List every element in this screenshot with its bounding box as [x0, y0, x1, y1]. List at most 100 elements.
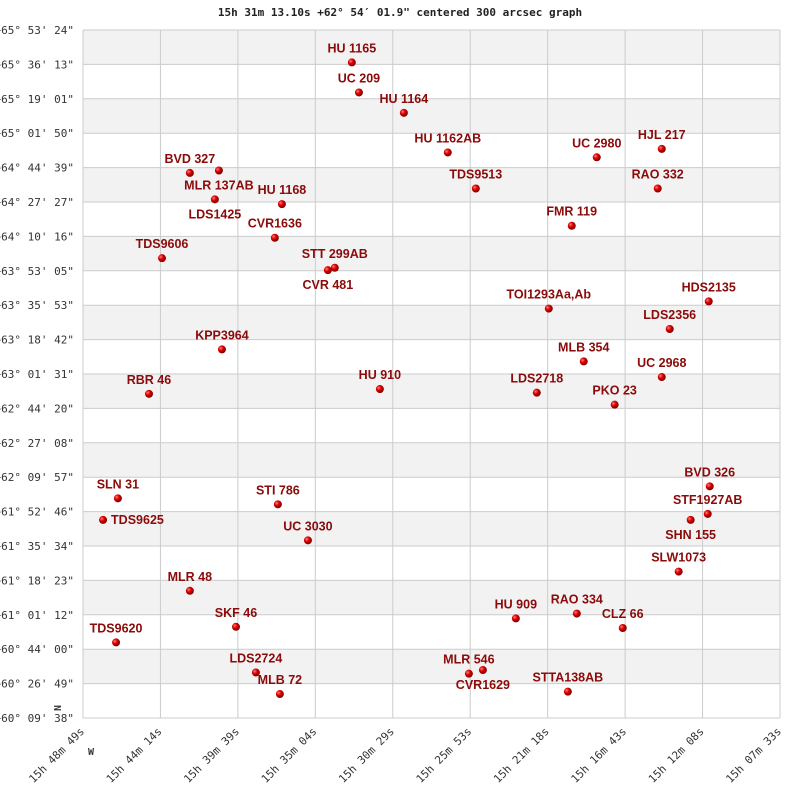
star-marker[interactable] — [347, 58, 356, 67]
star-label: BVD 327 — [164, 152, 215, 166]
star-label: CVR 481 — [302, 278, 353, 292]
star-label: HDS2135 — [682, 280, 736, 294]
x-tick-label: 15h 48m 49s — [26, 725, 87, 786]
star-marker[interactable] — [443, 148, 452, 157]
star-label: LDS2724 — [229, 651, 282, 665]
grid-band — [83, 236, 780, 271]
star-marker[interactable] — [157, 254, 166, 263]
star-marker[interactable] — [592, 153, 601, 162]
star-label: RAO 334 — [551, 593, 603, 607]
star-marker[interactable] — [210, 195, 219, 204]
star-marker[interactable] — [251, 668, 260, 677]
star-marker[interactable] — [686, 515, 695, 524]
star-label: MLB 72 — [258, 673, 303, 687]
star-marker[interactable] — [231, 622, 240, 631]
star-label: HU 1162AB — [414, 131, 481, 145]
y-tick-label: +60° 09' 38" — [0, 712, 74, 725]
y-tick-label: +65° 53' 24" — [0, 24, 74, 37]
star-marker[interactable] — [303, 536, 312, 545]
star-label: BVD 326 — [684, 465, 735, 479]
star-label: SLW1073 — [651, 551, 706, 565]
star-marker[interactable] — [323, 266, 332, 275]
star-marker[interactable] — [544, 304, 553, 313]
chart-title: 15h 31m 13.10s +62° 54′ 01.9" centered 3… — [217, 6, 583, 19]
y-tick-label: +60° 44' 00" — [0, 643, 74, 656]
y-tick-label: +65° 36' 13" — [0, 58, 74, 71]
star-marker[interactable] — [113, 494, 122, 503]
star-label: LDS2718 — [510, 372, 563, 386]
star-label: HJL 217 — [638, 128, 686, 142]
star-marker[interactable] — [273, 500, 282, 509]
star-marker[interactable] — [653, 184, 662, 193]
star-marker[interactable] — [375, 385, 384, 394]
star-marker[interactable] — [704, 297, 713, 306]
star-marker[interactable] — [214, 166, 223, 175]
x-tick-label: 15h 25m 53s — [414, 725, 475, 786]
star-marker[interactable] — [657, 144, 666, 153]
star-label: STTA138AB — [533, 671, 604, 685]
star-marker[interactable] — [610, 400, 619, 409]
star-label: UC 2968 — [637, 356, 686, 370]
star-marker[interactable] — [185, 586, 194, 595]
star-marker[interactable] — [511, 614, 520, 623]
star-marker[interactable] — [532, 388, 541, 397]
y-tick-label: +65° 01' 50" — [0, 127, 74, 140]
star-marker[interactable] — [354, 88, 363, 97]
x-tick-label: 15h 44m 14s — [104, 725, 165, 786]
grid-band — [83, 167, 780, 202]
star-marker[interactable] — [330, 263, 339, 272]
star-label: TDS9625 — [111, 513, 164, 527]
star-marker[interactable] — [703, 509, 712, 518]
star-marker[interactable] — [563, 687, 572, 696]
x-tick-label: 15h 07m 33s — [723, 725, 784, 786]
star-marker[interactable] — [270, 233, 279, 242]
star-label: KPP3964 — [195, 328, 249, 342]
star-label: MLR 137AB — [184, 178, 253, 192]
star-marker[interactable] — [144, 389, 153, 398]
star-marker[interactable] — [665, 325, 674, 334]
star-label: TDS9513 — [449, 168, 502, 182]
grid-band — [83, 442, 780, 478]
y-tick-label: +61° 52' 46" — [0, 506, 74, 519]
y-tick-label: +63° 35' 53" — [0, 299, 74, 312]
y-tick-label: +64° 10' 16" — [0, 230, 74, 243]
grid-band — [83, 649, 780, 684]
y-tick-label: +60° 26' 49" — [0, 678, 74, 691]
star-label: HU 1168 — [258, 183, 307, 197]
star-marker[interactable] — [217, 345, 226, 354]
star-label: TDS9606 — [136, 237, 189, 251]
star-marker[interactable] — [567, 221, 576, 230]
north-direction-label: N — [53, 705, 64, 711]
star-label: HU 1165 — [328, 41, 377, 55]
west-direction-label: W — [88, 747, 95, 758]
x-tick-label: 15h 12m 08s — [646, 725, 707, 786]
y-tick-label: +64° 27' 27" — [0, 196, 74, 209]
grid-band — [83, 580, 780, 615]
star-marker[interactable] — [618, 624, 627, 633]
star-label: LDS1425 — [188, 207, 241, 221]
star-marker[interactable] — [478, 666, 487, 675]
x-tick-label: 15h 39m 39s — [181, 725, 242, 786]
star-label: MLR 546 — [443, 653, 494, 667]
star-marker[interactable] — [705, 482, 714, 491]
star-marker[interactable] — [579, 357, 588, 366]
star-marker[interactable] — [674, 567, 683, 576]
star-label: SHN 155 — [665, 528, 716, 542]
star-marker[interactable] — [572, 609, 581, 618]
star-marker[interactable] — [112, 638, 121, 647]
y-tick-label: +64° 44' 39" — [0, 162, 74, 175]
star-marker[interactable] — [185, 168, 194, 177]
y-tick-label: +63° 01' 31" — [0, 368, 74, 381]
star-marker[interactable] — [99, 515, 108, 524]
star-marker[interactable] — [471, 184, 480, 193]
grid-band — [83, 30, 780, 65]
star-label: LDS2356 — [643, 308, 696, 322]
star-marker[interactable] — [657, 373, 666, 382]
star-label: UC 2980 — [572, 136, 621, 150]
y-tick-label: +62° 09' 57" — [0, 471, 74, 484]
star-label: RBR 46 — [127, 373, 172, 387]
star-marker[interactable] — [277, 200, 286, 209]
star-marker[interactable] — [275, 690, 284, 699]
star-marker[interactable] — [399, 108, 408, 117]
star-marker[interactable] — [464, 669, 473, 678]
